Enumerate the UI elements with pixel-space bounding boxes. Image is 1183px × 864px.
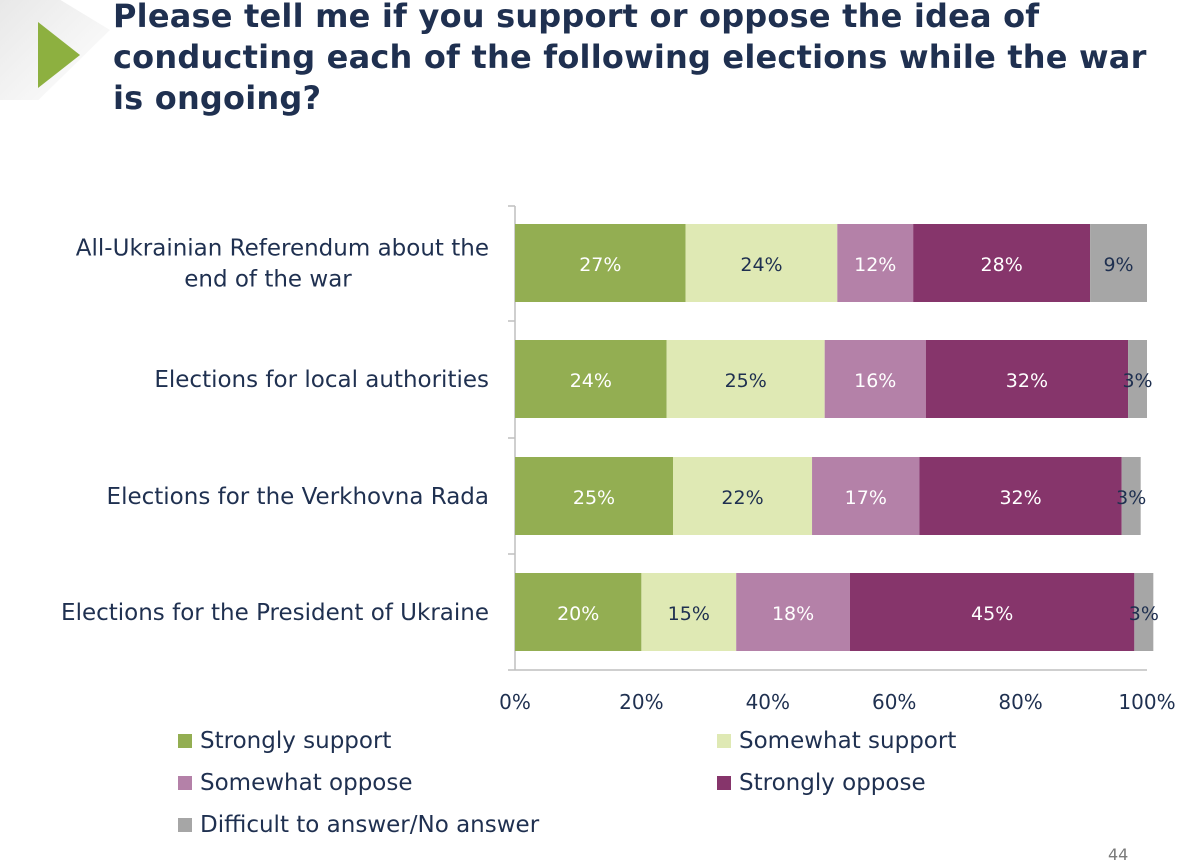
chart-legend: Strongly support Somewhat support Somewhat… xyxy=(178,728,1138,852)
bar-value-label: 25% xyxy=(573,487,615,509)
x-tick-label: 40% xyxy=(746,690,790,714)
x-tick-label: 20% xyxy=(619,690,663,714)
page-number: 44 xyxy=(1108,845,1129,864)
legend-swatch xyxy=(178,734,192,748)
bar-segment xyxy=(1121,457,1141,535)
legend-label: Strongly oppose xyxy=(739,770,926,796)
bar-segment xyxy=(812,457,920,535)
legend-label: Strongly support xyxy=(200,728,392,754)
bar-value-label: 32% xyxy=(1006,370,1048,392)
bar-segment xyxy=(913,224,1091,302)
legend-label: Somewhat oppose xyxy=(200,770,413,796)
bar-segment xyxy=(837,224,914,302)
bar-segment xyxy=(515,224,686,302)
bar-value-label: 3% xyxy=(1122,370,1152,392)
legend-swatch xyxy=(178,818,192,832)
bar-value-label: 3% xyxy=(1129,603,1159,625)
bar-value-label: 18% xyxy=(772,603,814,625)
category-label: Elections for local authorities xyxy=(154,367,489,393)
bar-segment xyxy=(515,340,667,418)
bar-value-label: 27% xyxy=(579,254,621,276)
category-label: Elections for the President of Ukraine xyxy=(61,600,489,626)
bar-segment xyxy=(824,340,926,418)
bar-value-label: 17% xyxy=(845,487,887,509)
category-label: end of the war xyxy=(184,267,352,293)
bar-segment xyxy=(685,224,838,302)
play-arrow-icon xyxy=(38,22,80,88)
bar-value-label: 24% xyxy=(570,370,612,392)
bar-value-label: 22% xyxy=(721,487,763,509)
bar-segment xyxy=(1090,224,1147,302)
bar-value-label: 15% xyxy=(668,603,710,625)
x-tick-label: 80% xyxy=(998,690,1042,714)
page-title: Please tell me if you support or oppose … xyxy=(113,0,1147,117)
legend-item: Strongly oppose xyxy=(717,770,926,796)
category-label: Elections for the Verkhovna Rada xyxy=(107,484,489,510)
x-tick-label: 100% xyxy=(1118,690,1175,714)
bar-value-label: 20% xyxy=(557,603,599,625)
bar-segment xyxy=(736,573,850,651)
bar-segment xyxy=(515,457,673,535)
bar-value-label: 45% xyxy=(971,603,1013,625)
bar-value-label: 24% xyxy=(740,254,782,276)
bar-value-label: 16% xyxy=(854,370,896,392)
legend-label: Somewhat support xyxy=(739,728,957,754)
bar-segment xyxy=(641,573,737,651)
bar-value-label: 32% xyxy=(999,487,1041,509)
bar-value-label: 12% xyxy=(854,254,896,276)
bar-segment xyxy=(1134,573,1154,651)
bar-segment xyxy=(849,573,1135,651)
x-tick-label: 0% xyxy=(499,690,531,714)
bar-segment xyxy=(925,340,1129,418)
legend-label: Difficult to answer/No answer xyxy=(200,812,540,838)
legend-item: Strongly support xyxy=(178,728,391,754)
bar-value-label: 28% xyxy=(981,254,1023,276)
legend-item: Somewhat oppose xyxy=(178,770,413,796)
legend-swatch xyxy=(717,734,731,748)
category-label: All-Ukrainian Referendum about the xyxy=(76,236,489,262)
bar-segment xyxy=(515,573,642,651)
x-tick-label: 60% xyxy=(872,690,916,714)
bar-value-label: 9% xyxy=(1103,254,1133,276)
bar-segment xyxy=(1128,340,1147,418)
bar-segment xyxy=(919,457,1122,535)
bar-segment xyxy=(666,340,825,418)
bar-value-label: 3% xyxy=(1116,487,1146,509)
bar-value-label: 25% xyxy=(725,370,767,392)
legend-item: Difficult to answer/No answer xyxy=(178,812,539,838)
legend-swatch xyxy=(717,776,731,790)
legend-item: Somewhat support xyxy=(717,728,956,754)
bar-segment xyxy=(673,457,813,535)
legend-swatch xyxy=(178,776,192,790)
